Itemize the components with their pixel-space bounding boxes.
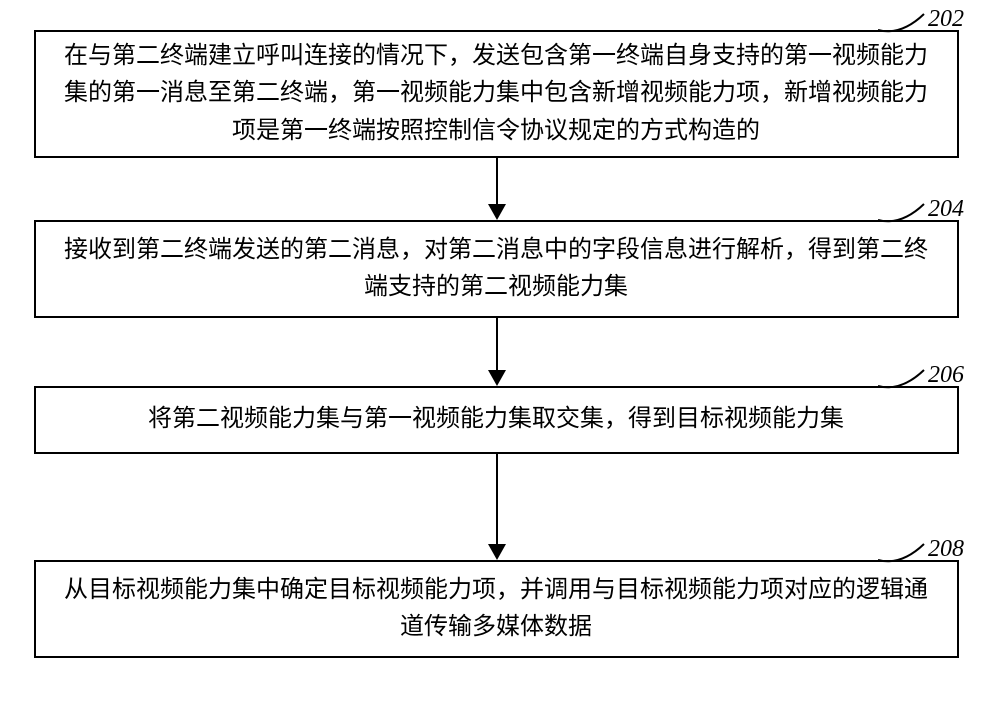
lead-line-204 [874, 200, 928, 228]
flow-step-text: 将第二视频能力集与第一视频能力集取交集，得到目标视频能力集 [148, 401, 844, 438]
flow-step-202: 在与第二终端建立呼叫连接的情况下，发送包含第一终端自身支持的第一视频能力集的第一… [34, 30, 959, 158]
lead-line-202 [874, 10, 928, 38]
arrow-head-n206 [488, 370, 506, 386]
flow-step-label-208: 208 [928, 536, 964, 563]
flow-step-text: 在与第二终端建立呼叫连接的情况下，发送包含第一终端自身支持的第一视频能力集的第一… [54, 38, 939, 150]
lead-line-208 [874, 540, 928, 568]
flow-step-206: 将第二视频能力集与第一视频能力集取交集，得到目标视频能力集 [34, 386, 959, 454]
flow-step-label-204: 204 [928, 196, 964, 223]
arrow-head-n208 [488, 544, 506, 560]
arrow-n202-n204 [496, 158, 498, 206]
flow-step-208: 从目标视频能力集中确定目标视频能力项，并调用与目标视频能力项对应的逻辑通道传输多… [34, 560, 959, 658]
flow-step-label-206: 206 [928, 362, 964, 389]
flow-step-label-202: 202 [928, 6, 964, 33]
lead-line-206 [874, 366, 928, 394]
flow-step-text: 接收到第二终端发送的第二消息，对第二消息中的字段信息进行解析，得到第二终端支持的… [54, 232, 939, 306]
arrow-n204-n206 [496, 318, 498, 372]
arrow-head-n204 [488, 204, 506, 220]
arrow-n206-n208 [496, 454, 498, 546]
flow-step-204: 接收到第二终端发送的第二消息，对第二消息中的字段信息进行解析，得到第二终端支持的… [34, 220, 959, 318]
flow-step-text: 从目标视频能力集中确定目标视频能力项，并调用与目标视频能力项对应的逻辑通道传输多… [54, 572, 939, 646]
